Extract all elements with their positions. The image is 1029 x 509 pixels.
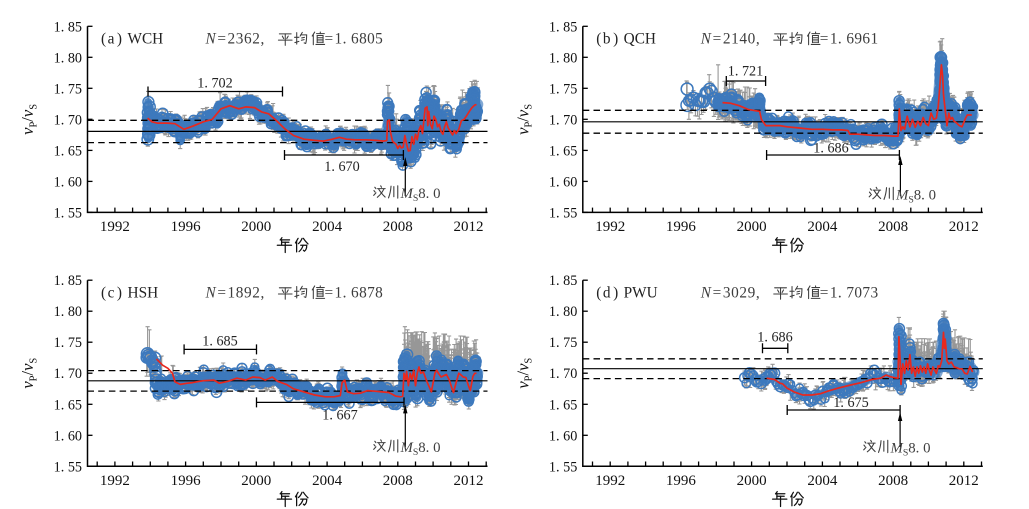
svg-text:1. 721: 1. 721 — [728, 64, 763, 80]
svg-text:2012: 2012 — [949, 473, 979, 489]
svg-text:1. 85: 1. 85 — [549, 273, 577, 289]
svg-text:2000: 2000 — [737, 473, 767, 489]
svg-text:2012: 2012 — [454, 219, 484, 235]
svg-text:1. 60: 1. 60 — [549, 428, 577, 444]
svg-text:1. 85: 1. 85 — [549, 19, 577, 35]
svg-text:1. 60: 1. 60 — [549, 174, 577, 190]
svg-text:1996: 1996 — [666, 473, 697, 489]
svg-text:2004: 2004 — [807, 219, 838, 235]
svg-text:1. 60: 1. 60 — [54, 174, 82, 190]
svg-text:1. 70: 1. 70 — [54, 112, 82, 128]
svg-text:1992: 1992 — [595, 219, 625, 235]
svg-text:=1. 6961: =1. 6961 — [820, 31, 879, 48]
svg-text:1. 75: 1. 75 — [549, 335, 577, 351]
svg-text:1992: 1992 — [100, 219, 130, 235]
svg-text:(c)HSH: (c) HSH — [101, 284, 158, 301]
svg-text:2012: 2012 — [949, 219, 979, 235]
svg-text:1. 55: 1. 55 — [549, 459, 577, 475]
svg-text:2008: 2008 — [878, 473, 908, 489]
svg-text:(b)QCH: (b) QCH — [596, 31, 656, 48]
svg-text:N=1892,: N=1892, — [205, 284, 265, 301]
svg-text:1996: 1996 — [171, 473, 202, 489]
svg-text:(a)WCH: (a) WCH — [101, 31, 163, 48]
svg-text:1. 60: 1. 60 — [54, 428, 82, 444]
svg-text:N=2362,: N=2362, — [205, 31, 265, 48]
svg-text:N=2140,: N=2140, — [700, 31, 760, 48]
svg-text:vP/vS: vP/vS — [513, 104, 534, 135]
svg-text:2008: 2008 — [383, 473, 413, 489]
svg-text:1. 75: 1. 75 — [54, 81, 82, 97]
svg-text:1. 702: 1. 702 — [197, 76, 232, 92]
svg-text:1. 55: 1. 55 — [54, 459, 82, 475]
svg-text:(d)PWU: (d) PWU — [596, 284, 657, 301]
svg-text:1. 686: 1. 686 — [813, 141, 848, 157]
svg-text:1. 85: 1. 85 — [54, 19, 82, 35]
svg-text:1. 70: 1. 70 — [549, 112, 577, 128]
svg-text:2008: 2008 — [878, 219, 908, 235]
svg-text:2000: 2000 — [241, 219, 271, 235]
svg-text:1. 55: 1. 55 — [54, 205, 82, 221]
svg-text:MS8. 0: MS8. 0 — [890, 440, 931, 458]
svg-text:2008: 2008 — [383, 219, 413, 235]
svg-text:2004: 2004 — [312, 473, 343, 489]
svg-text:1992: 1992 — [595, 473, 625, 489]
svg-text:N=3029,: N=3029, — [700, 284, 760, 301]
svg-text:1. 70: 1. 70 — [54, 366, 82, 382]
svg-text:1. 55: 1. 55 — [549, 205, 577, 221]
svg-text:1. 670: 1. 670 — [324, 159, 359, 175]
svg-text:1. 686: 1. 686 — [757, 330, 792, 346]
svg-text:1. 65: 1. 65 — [549, 143, 577, 159]
svg-text:1. 65: 1. 65 — [54, 397, 82, 413]
svg-text:1996: 1996 — [171, 219, 202, 235]
svg-text:1. 70: 1. 70 — [549, 366, 577, 382]
svg-text:MS8. 0: MS8. 0 — [400, 186, 441, 204]
svg-text:1. 75: 1. 75 — [54, 335, 82, 351]
svg-text:1. 80: 1. 80 — [54, 50, 82, 66]
svg-text:=1. 7073: =1. 7073 — [820, 284, 879, 301]
svg-text:1. 65: 1. 65 — [54, 143, 82, 159]
svg-text:1. 75: 1. 75 — [549, 81, 577, 97]
svg-text:2000: 2000 — [737, 219, 767, 235]
svg-text:1992: 1992 — [100, 473, 130, 489]
svg-text:MS8. 0: MS8. 0 — [400, 440, 441, 458]
svg-text:1. 85: 1. 85 — [54, 273, 82, 289]
svg-text:2004: 2004 — [312, 219, 343, 235]
svg-text:vP/vS: vP/vS — [18, 104, 39, 135]
svg-text:vP/vS: vP/vS — [513, 358, 534, 389]
svg-text:=1. 6805: =1. 6805 — [325, 31, 384, 48]
svg-text:MS8. 0: MS8. 0 — [895, 187, 936, 205]
svg-text:vP/vS: vP/vS — [18, 358, 39, 389]
svg-text:1. 80: 1. 80 — [549, 304, 577, 320]
svg-text:=1. 6878: =1. 6878 — [325, 284, 384, 301]
svg-text:1. 80: 1. 80 — [549, 50, 577, 66]
svg-text:1. 65: 1. 65 — [549, 397, 577, 413]
svg-text:2004: 2004 — [807, 473, 838, 489]
svg-text:1. 667: 1. 667 — [322, 408, 357, 424]
svg-text:1. 80: 1. 80 — [54, 304, 82, 320]
svg-text:2000: 2000 — [241, 473, 271, 489]
svg-text:1996: 1996 — [666, 219, 697, 235]
svg-text:2012: 2012 — [454, 473, 484, 489]
svg-text:1. 685: 1. 685 — [202, 334, 237, 350]
svg-text:1. 675: 1. 675 — [833, 395, 868, 411]
